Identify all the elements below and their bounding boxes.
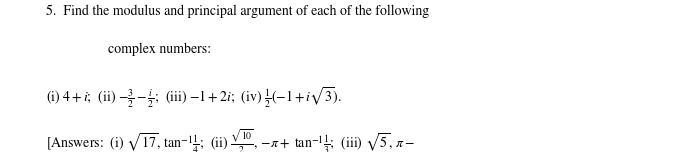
Text: [Answers:  (i) $\sqrt{17}$, tan$^{-1}\frac{1}{4}$;  (ii) $\frac{\sqrt{10}}{2}$, : [Answers: (i) $\sqrt{17}$, tan$^{-1}\fra…: [46, 128, 414, 152]
Text: (i) $4+i$;  (ii) $-\frac{3}{2}-\frac{i}{2}$;  (iii) $-1+2i$;  (iv) $\frac{1}{2}(: (i) $4+i$; (ii) $-\frac{3}{2}-\frac{i}{2…: [46, 85, 342, 110]
Text: complex numbers:: complex numbers:: [108, 43, 211, 56]
Text: 5.  Find the modulus and principal argument of each of the following: 5. Find the modulus and principal argume…: [46, 5, 428, 18]
